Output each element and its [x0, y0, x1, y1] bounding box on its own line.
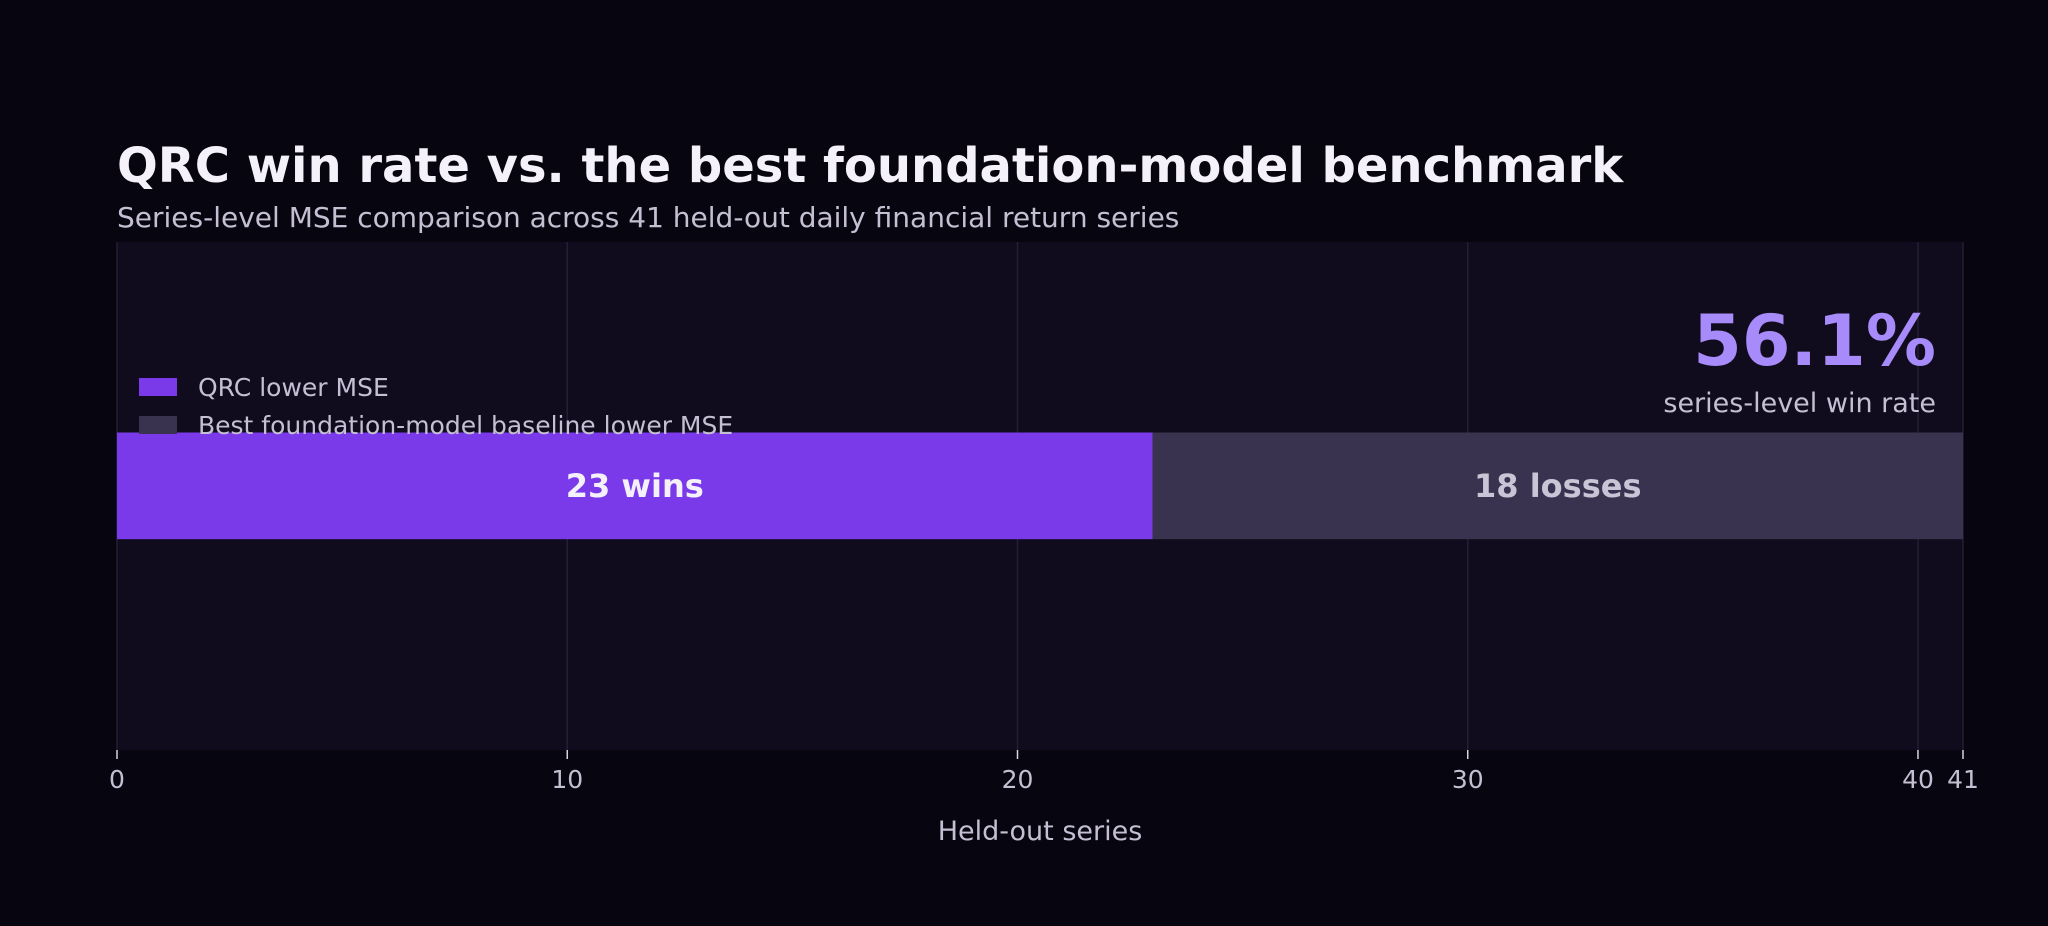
tick-label: 41 [1947, 765, 1979, 794]
tick-label: 20 [1002, 765, 1034, 794]
legend-label: QRC lower MSE [198, 373, 389, 402]
kpi-value: 56.1% [1693, 300, 1936, 382]
tick-label: 10 [551, 765, 583, 794]
bar-label-losses: 18 losses [1474, 467, 1641, 505]
tick-label: 0 [109, 765, 125, 794]
bar-segment-wins [117, 432, 1153, 540]
x-axis: 0 10 20 30 40 41 [109, 750, 1979, 794]
legend: QRC lower MSE Best foundation-model basel… [139, 373, 733, 440]
tick-label: 30 [1452, 765, 1484, 794]
stacked-bar: 23 wins 18 losses [117, 432, 1963, 540]
legend-swatch [139, 378, 177, 396]
kpi-caption: series-level win rate [1663, 388, 1936, 419]
chart-subtitle: Series-level MSE comparison across 41 he… [117, 201, 1179, 234]
bar-label-wins: 23 wins [566, 467, 704, 505]
bar-segment-losses [1152, 432, 1963, 540]
tick-label: 40 [1902, 765, 1934, 794]
kpi: 56.1% series-level win rate [1663, 300, 1936, 419]
x-axis-label: Held-out series [938, 816, 1143, 847]
chart-title: QRC win rate vs. the best foundation-mod… [117, 138, 1624, 194]
legend-swatch [139, 416, 177, 434]
legend-label: Best foundation-model baseline lower MSE [198, 411, 733, 440]
chart-header: QRC win rate vs. the best foundation-mod… [117, 138, 1624, 234]
